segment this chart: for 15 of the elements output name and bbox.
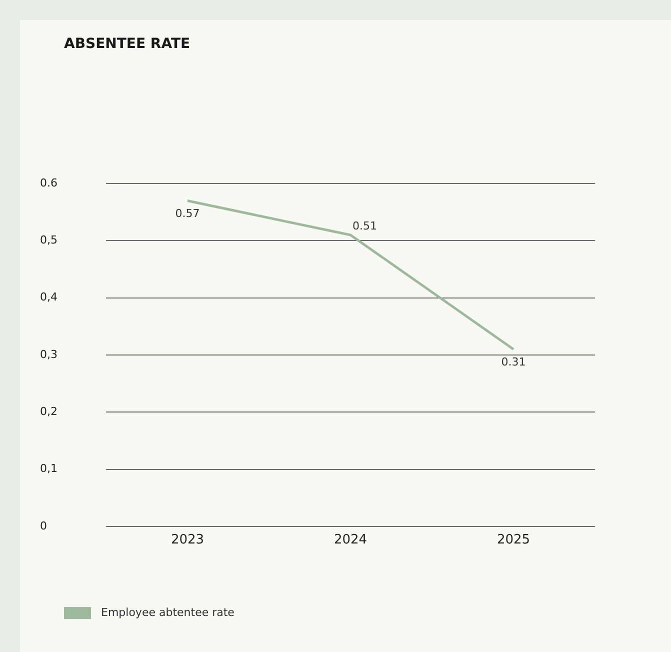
x-tick-label: 2024	[334, 532, 368, 548]
y-tick-label: 0,5	[40, 234, 58, 247]
legend-label: Employee abtentee rate	[101, 606, 234, 619]
data-label: 0.51	[352, 219, 377, 232]
y-tick-label: 0,4	[40, 290, 58, 304]
y-tick-label: 0.6	[40, 176, 58, 190]
data-label: 0.57	[175, 207, 200, 220]
y-tick-label: 0,1	[40, 462, 58, 476]
y-tick-label: 0,2	[40, 404, 58, 418]
chart-title: ABSENTEE RATE	[64, 36, 190, 52]
y-tick-label: 0	[40, 519, 47, 532]
data-label: 0.31	[501, 356, 526, 369]
y-tick-label: 0,3	[40, 348, 58, 361]
x-tick-label: 2025	[496, 532, 530, 548]
x-tick-label: 2023	[170, 532, 204, 548]
